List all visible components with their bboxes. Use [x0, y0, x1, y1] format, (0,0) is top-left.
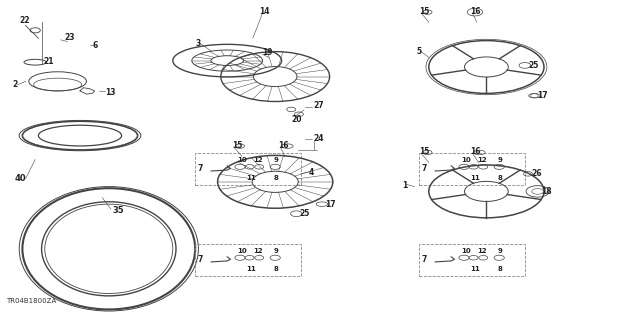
- Text: 6: 6: [93, 41, 98, 50]
- Text: 21: 21: [44, 57, 54, 66]
- Text: 17: 17: [538, 91, 548, 100]
- Text: 9: 9: [274, 157, 279, 163]
- Text: 14: 14: [259, 7, 269, 16]
- Text: 27: 27: [314, 101, 324, 110]
- Text: 22: 22: [19, 16, 29, 25]
- Text: 4: 4: [309, 168, 314, 177]
- Text: 18: 18: [541, 187, 552, 196]
- Text: 11: 11: [470, 175, 479, 181]
- Text: 9: 9: [498, 157, 503, 163]
- Text: 16: 16: [278, 141, 289, 150]
- Text: 12: 12: [477, 157, 486, 163]
- Text: 8: 8: [498, 175, 503, 181]
- Text: 25: 25: [300, 209, 310, 218]
- Text: 7: 7: [197, 164, 202, 173]
- Text: 8: 8: [274, 266, 279, 272]
- Text: 16: 16: [470, 7, 481, 16]
- Text: 23: 23: [64, 33, 74, 42]
- Text: 15: 15: [419, 7, 429, 16]
- Text: 12: 12: [477, 248, 486, 254]
- Text: 8: 8: [274, 175, 279, 181]
- Text: 12: 12: [253, 157, 262, 163]
- Text: 3: 3: [195, 39, 200, 48]
- Text: 7: 7: [197, 255, 202, 264]
- Text: 7: 7: [421, 164, 426, 173]
- Text: 10: 10: [461, 157, 470, 163]
- Text: 9: 9: [498, 248, 503, 254]
- Text: 24: 24: [314, 134, 324, 143]
- Text: 10: 10: [461, 248, 470, 254]
- Text: 25: 25: [528, 61, 538, 70]
- Text: 40: 40: [14, 174, 26, 183]
- Text: 10: 10: [237, 248, 246, 254]
- Text: 17: 17: [325, 200, 336, 209]
- Text: 11: 11: [470, 266, 479, 272]
- Text: 7: 7: [421, 255, 426, 264]
- Text: 12: 12: [253, 248, 262, 254]
- Text: 9: 9: [274, 248, 279, 254]
- Text: 26: 26: [531, 169, 541, 178]
- Text: 19: 19: [262, 48, 273, 57]
- Text: TR04B1800ZA: TR04B1800ZA: [6, 299, 57, 304]
- Text: 16: 16: [470, 147, 481, 156]
- Text: 15: 15: [419, 147, 429, 156]
- Text: 10: 10: [237, 157, 246, 163]
- Text: 8: 8: [498, 266, 503, 272]
- Text: 5: 5: [416, 47, 421, 56]
- Text: 11: 11: [246, 175, 255, 181]
- Text: 11: 11: [246, 266, 255, 272]
- Text: 13: 13: [106, 88, 116, 97]
- Text: 2: 2: [13, 80, 18, 89]
- Text: 15: 15: [232, 141, 242, 150]
- Text: 1: 1: [402, 181, 407, 189]
- Text: 35: 35: [112, 206, 124, 215]
- Text: 20: 20: [291, 115, 301, 124]
